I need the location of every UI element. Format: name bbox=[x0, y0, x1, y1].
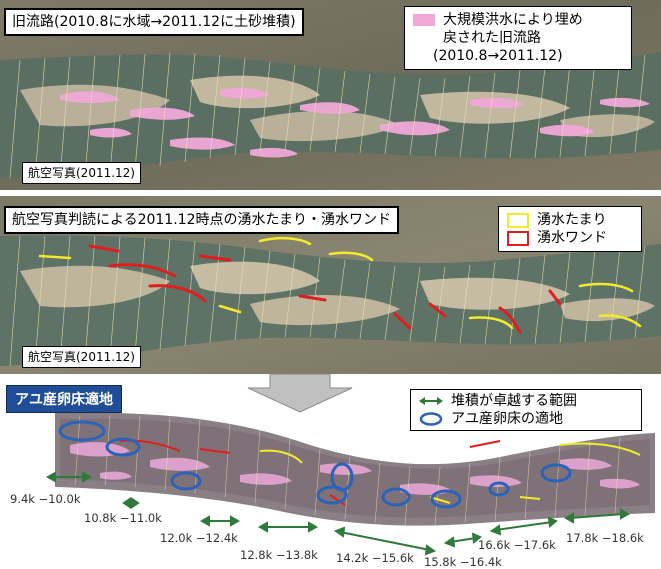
panel3-legend: 堆積が卓越する範囲 アユ産卵床の適地 bbox=[410, 389, 642, 431]
range-arrow-1 bbox=[45, 471, 93, 483]
panel2-title: 航空写真判読による2011.12時点の湧水たまり・湧水ワンド bbox=[4, 206, 400, 234]
range-arrow-2 bbox=[122, 497, 140, 509]
legend-old-channel-line2: 戻された旧流路 bbox=[443, 30, 541, 46]
panel1-title: 旧流路(2010.8に水域→2011.12に土砂堆積) bbox=[4, 8, 304, 36]
spawning-site-8 bbox=[488, 481, 510, 497]
yellow-rect-icon bbox=[507, 213, 529, 228]
spawning-site-6 bbox=[381, 487, 411, 507]
range-arrow-6 bbox=[443, 532, 482, 548]
spawning-site-4 bbox=[316, 485, 348, 505]
legend-sediment-label: 堆積が卓越する範囲 bbox=[451, 393, 577, 409]
range-label-8: 17.8k −18.6k bbox=[566, 531, 644, 545]
range-arrows bbox=[45, 471, 631, 556]
range-label-3: 12.0k −12.4k bbox=[160, 531, 238, 545]
legend-row-old-channel: 大規模洪水により埋め bbox=[413, 11, 623, 29]
legend-row-spawning: アユ産卵床の適地 bbox=[419, 410, 633, 428]
panel1-caption: 航空写真(2011.12) bbox=[22, 162, 141, 184]
pink-swatch-icon bbox=[413, 14, 435, 26]
range-label-6: 15.8k −16.4k bbox=[424, 555, 502, 569]
spawning-site-2 bbox=[105, 437, 141, 457]
range-label-7: 16.6k −17.6k bbox=[478, 538, 556, 552]
range-label-2: 10.8k −11.0k bbox=[84, 511, 162, 525]
wand-overlay-3 bbox=[119, 439, 501, 506]
legend-row-pool: 湧水たまり bbox=[507, 211, 633, 229]
legend-wand-label: 湧水ワンド bbox=[537, 230, 607, 246]
legend-row-wand: 湧水ワンド bbox=[507, 229, 633, 247]
transect-lines bbox=[9, 52, 646, 179]
spawning-site-5 bbox=[330, 462, 354, 492]
down-arrow-icon bbox=[247, 374, 353, 413]
spawning-site-7 bbox=[430, 489, 462, 509]
red-rect-icon bbox=[507, 231, 529, 246]
range-label-1: 9.4k −10.0k bbox=[10, 492, 81, 506]
panel2-caption: 航空写真(2011.12) bbox=[22, 346, 141, 368]
panel1-legend: 大規模洪水により埋め 戻された旧流路 (2010.8→2011.12) bbox=[404, 6, 632, 70]
panel2-legend: 湧水たまり 湧水ワンド bbox=[498, 206, 642, 252]
spawning-map bbox=[55, 412, 655, 526]
legend-old-channel-line3: (2010.8→2011.12) bbox=[433, 48, 563, 64]
legend-pool-label: 湧水たまり bbox=[537, 212, 607, 228]
range-label-5: 14.2k −15.6k bbox=[336, 551, 414, 565]
double-arrow-icon bbox=[419, 397, 443, 405]
sediment-patches bbox=[70, 442, 640, 495]
pool-overlay bbox=[38, 236, 642, 330]
legend-old-channel-line1: 大規模洪水により埋め bbox=[443, 12, 583, 28]
old-channel-overlay bbox=[60, 87, 650, 158]
range-arrow-7 bbox=[489, 516, 558, 536]
spawning-site-3 bbox=[170, 471, 202, 491]
panel3-title: アユ産卵床適地 bbox=[6, 385, 122, 413]
spawning-ellipses bbox=[58, 420, 572, 509]
map-panel-spawning bbox=[0, 405, 661, 569]
range-label-4: 12.8k −13.8k bbox=[240, 548, 318, 562]
wand-overlay bbox=[88, 244, 562, 334]
range-arrow-5 bbox=[333, 526, 437, 556]
legend-spawning-label: アユ産卵床の適地 bbox=[451, 411, 563, 427]
range-arrow-3 bbox=[199, 515, 241, 527]
spawning-site-1 bbox=[58, 420, 106, 442]
range-arrow-8 bbox=[563, 508, 631, 524]
range-arrow-4 bbox=[257, 521, 319, 533]
legend-row-sediment: 堆積が卓越する範囲 bbox=[419, 392, 633, 410]
spawning-site-9 bbox=[540, 463, 572, 483]
ellipse-icon bbox=[419, 412, 443, 426]
